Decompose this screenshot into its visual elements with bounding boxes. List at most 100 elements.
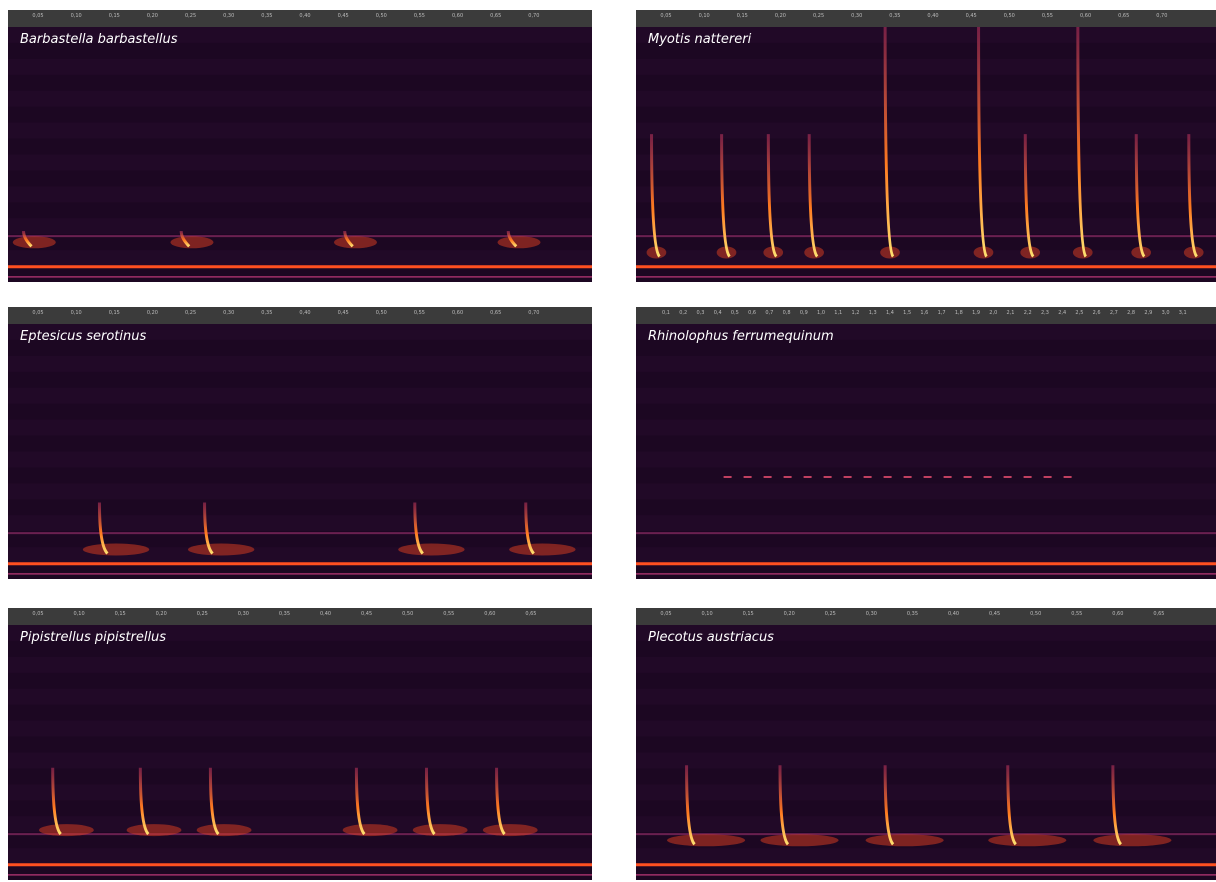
time-tick: 0,40 [299, 310, 310, 316]
time-tick: 0,30 [866, 611, 877, 617]
noise-band [636, 483, 1216, 499]
time-tick: 0,30 [851, 13, 862, 19]
noise-band [8, 848, 592, 864]
spectrogram [636, 625, 1216, 880]
time-tick: 0,35 [279, 611, 290, 617]
time-tick: 0,25 [825, 611, 836, 617]
noise-band [8, 218, 592, 234]
time-tick: 0,15 [109, 310, 120, 316]
noise-band [636, 452, 1216, 468]
call-glow [398, 544, 464, 556]
call [1113, 765, 1121, 844]
time-tick: 0,30 [238, 611, 249, 617]
time-tick: 2,8 [1127, 310, 1135, 316]
call-glow [509, 544, 575, 556]
time-tick: 2,1 [1007, 310, 1015, 316]
call [1008, 765, 1016, 844]
time-tick: 1,0 [817, 310, 825, 316]
call-glow [39, 824, 94, 836]
time-tick: 2,3 [1041, 310, 1049, 316]
call-glow [170, 236, 213, 248]
call [780, 765, 788, 844]
call-glow [483, 824, 538, 836]
time-tick: 0,15 [737, 13, 748, 19]
time-tick: 0,25 [197, 611, 208, 617]
time-tick: 0,25 [185, 13, 196, 19]
time-tick: 0,45 [966, 13, 977, 19]
noise-band [8, 483, 592, 499]
call-glow [760, 834, 838, 846]
noise-band [8, 420, 592, 436]
noise-band [8, 91, 592, 107]
call-glow [334, 236, 377, 248]
time-tick: 0,60 [452, 310, 463, 316]
species-title: Plecotus austriacus [648, 630, 774, 645]
time-tick: 0,45 [338, 310, 349, 316]
page: 0,05 0,10 0,15 0,20 0,25 0,30 0,35 0,40 0,45 0,50… [0, 0, 1216, 882]
spectrogram [8, 625, 592, 880]
time-tick: 0,55 [414, 13, 425, 19]
time-tick: 0,40 [320, 611, 331, 617]
noise-band [8, 657, 592, 673]
time-ruler: 0,050,100,150,200,250,300,350,400,450,50… [8, 10, 592, 27]
time-tick: 3,0 [1162, 310, 1170, 316]
noise-band [636, 547, 1216, 563]
time-tick: 0,10 [73, 611, 84, 617]
time-tick: 0,20 [784, 611, 795, 617]
time-tick: 0,65 [1118, 13, 1129, 19]
time-tick: 1,2 [851, 310, 859, 316]
time-tick: 2,5 [1075, 310, 1083, 316]
time-tick: 0,1 [662, 310, 670, 316]
spectrogram-panel: 0,050,100,150,200,250,300,350,400,450,50… [8, 608, 592, 880]
time-tick: 1,7 [938, 310, 946, 316]
time-tick: 0,50 [376, 310, 387, 316]
time-tick: 0,05 [32, 611, 43, 617]
species-title: Eptesicus serotinus [20, 329, 146, 344]
time-tick: 0,30 [223, 310, 234, 316]
time-tick: 0,40 [927, 13, 938, 19]
time-tick: 0,4 [714, 310, 722, 316]
call-glow [343, 824, 398, 836]
time-tick: 0,3 [696, 310, 704, 316]
time-tick: 0,15 [109, 13, 120, 19]
noise-band [8, 689, 592, 705]
time-tick: 0,55 [443, 611, 454, 617]
time-tick: 0,20 [147, 310, 158, 316]
time-tick: 0,40 [948, 611, 959, 617]
call-glow [866, 834, 944, 846]
noise-band [636, 515, 1216, 531]
time-tick: 0,15 [115, 611, 126, 617]
species-title: Rhinolophus ferrumequinum [648, 329, 834, 344]
noise-band [8, 123, 592, 139]
noise-band [8, 155, 592, 171]
time-tick: 0,65 [525, 611, 536, 617]
call-glow [83, 544, 149, 556]
time-tick: 0,05 [660, 13, 671, 19]
spectrogram-panel: 0,10,20,30,40,50,60,70,80,91,01,11,21,31… [636, 307, 1216, 579]
time-tick: 0,10 [71, 310, 82, 316]
time-tick: 0,15 [743, 611, 754, 617]
time-tick: 0,2 [679, 310, 687, 316]
time-tick: 2,6 [1093, 310, 1101, 316]
time-tick: 0,7 [765, 310, 773, 316]
time-tick: 0,50 [1030, 611, 1041, 617]
noise-band [636, 816, 1216, 832]
time-tick: 0,05 [32, 13, 43, 19]
time-tick: 0,60 [1112, 611, 1123, 617]
time-tick: 0,60 [452, 13, 463, 19]
time-tick: 0,45 [338, 13, 349, 19]
spectrogram [8, 324, 592, 579]
time-tick: 2,0 [989, 310, 997, 316]
time-tick: 1,1 [834, 310, 842, 316]
call [687, 765, 695, 844]
time-ruler: 0,050,100,150,200,250,300,350,400,450,50… [8, 608, 592, 625]
noise-band [636, 356, 1216, 372]
time-tick: 0,45 [989, 611, 1000, 617]
time-tick: 2,2 [1024, 310, 1032, 316]
call-glow [667, 834, 745, 846]
time-tick: 0,20 [775, 13, 786, 19]
noise-band [636, 388, 1216, 404]
